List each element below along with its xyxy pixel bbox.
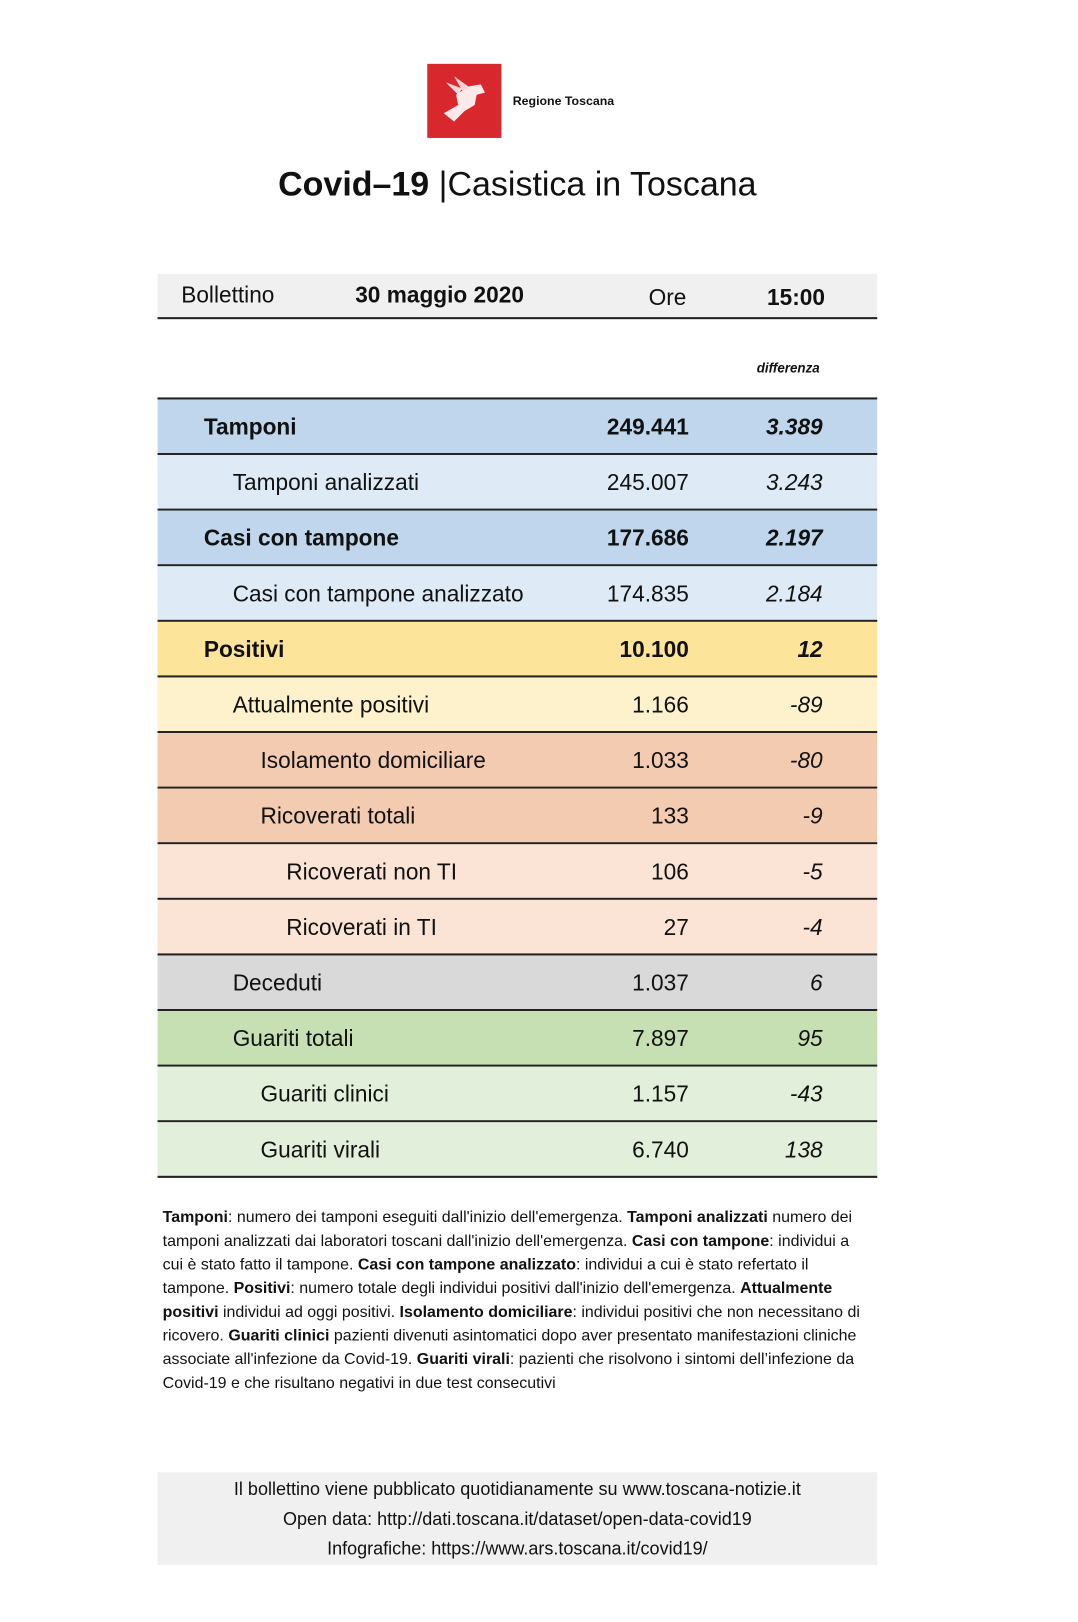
row-value: 1.033 xyxy=(632,747,689,774)
row-value: 1.166 xyxy=(632,691,689,718)
row-label: Tamponi xyxy=(203,413,297,440)
footer: Il bollettino viene pubblicato quotidian… xyxy=(157,1472,878,1565)
bulletin-bar: Bollettino 30 maggio 2020 Ore 15:00 xyxy=(157,273,878,320)
note-term: Attualmente positivi xyxy=(162,1279,833,1321)
title-separator: | xyxy=(438,164,448,203)
time-label: Ore xyxy=(648,284,687,310)
table-row: Guariti virali 6.740 138 xyxy=(157,1122,878,1178)
row-label: Deceduti xyxy=(232,969,323,996)
footer-line: Il bollettino viene pubblicato quotidian… xyxy=(233,1478,801,1500)
table-row: Casi con tampone analizzato 174.835 2.184 xyxy=(157,566,878,622)
row-label: Guariti virali xyxy=(260,1136,381,1163)
row-value: 245.007 xyxy=(606,469,689,496)
note-term: Isolamento domiciliare xyxy=(399,1303,573,1321)
row-value: 177.686 xyxy=(606,525,689,551)
row-value: 133 xyxy=(650,803,689,829)
row-value: 10.100 xyxy=(619,636,689,663)
row-diff: 2.197 xyxy=(765,525,823,551)
row-label: Isolamento domiciliare xyxy=(260,747,486,774)
note-text: : numero dei tamponi eseguiti dall'inizi… xyxy=(227,1208,628,1227)
note-term: Casi con tampone xyxy=(631,1232,770,1250)
row-value: 7.897 xyxy=(632,1025,689,1052)
row-diff: 95 xyxy=(797,1025,823,1052)
note-text: numero dei tamponi analizzati dai labora… xyxy=(162,1208,853,1250)
row-diff: 6 xyxy=(810,969,823,996)
bulletin-label: Bollettino xyxy=(181,282,275,308)
logo xyxy=(427,63,502,138)
table-row: Guariti totali 7.897 95 xyxy=(157,1011,878,1067)
row-diff: -9 xyxy=(802,803,823,829)
row-label: Ricoverati non TI xyxy=(286,858,458,885)
table-row: Ricoverati totali 133 -9 xyxy=(157,788,878,845)
row-label: Ricoverati totali xyxy=(260,803,416,829)
table-row: Deceduti 1.037 6 xyxy=(157,955,878,1012)
note-text: : pazienti che risolvono i sintomi dell’… xyxy=(162,1350,855,1393)
row-label: Guariti totali xyxy=(232,1025,354,1052)
row-value: 1.037 xyxy=(632,969,689,996)
note-text: individui ad oggi positivi. xyxy=(218,1303,400,1321)
table-row: Attualmente positivi 1.166 -89 xyxy=(157,677,878,734)
table-row: Ricoverati in TI 27 -4 xyxy=(157,899,878,956)
title-bold: Covid–19 xyxy=(278,164,430,203)
row-label: Casi con tampone analizzato xyxy=(232,580,524,607)
table-row: Guariti clinici 1.157 -43 xyxy=(157,1066,878,1123)
table-row: Tamponi 249.441 3.389 xyxy=(157,399,878,456)
row-diff: 3.243 xyxy=(765,469,823,496)
notes: Tamponi: numero dei tamponi eseguiti dal… xyxy=(163,1206,873,1395)
row-diff: -5 xyxy=(802,858,823,885)
row-diff: -80 xyxy=(789,747,823,774)
row-label: Positivi xyxy=(203,636,285,663)
table-row: Casi con tampone 177.686 2.197 xyxy=(157,510,878,567)
note-text: : numero totale degli individui positivi… xyxy=(290,1279,741,1298)
row-diff: 2.184 xyxy=(765,580,823,607)
table-row: Isolamento domiciliare 1.033 -80 xyxy=(157,733,878,789)
footer-line: Open data: http://dati.toscana.it/datase… xyxy=(282,1508,752,1529)
table: Tamponi 249.441 3.389 Tamponi analizzati 245… xyxy=(157,397,878,1178)
note-term: Tamponi xyxy=(162,1208,228,1227)
row-label: Guariti clinici xyxy=(260,1081,389,1107)
note-term: Tamponi analizzati xyxy=(627,1208,768,1227)
row-diff: 3.389 xyxy=(765,413,823,440)
note-text: pazienti divenuti asintomatici dopo aver… xyxy=(162,1327,857,1369)
row-label: Attualmente positivi xyxy=(232,691,430,718)
row-diff: -4 xyxy=(802,914,823,941)
note-text: : individui a cui è stato refertato il t… xyxy=(162,1256,809,1298)
row-diff: -43 xyxy=(789,1081,823,1107)
diff-header: differenza xyxy=(756,360,820,376)
note-term: Guariti clinici xyxy=(228,1327,330,1345)
row-value: 27 xyxy=(663,914,689,941)
row-value: 174.835 xyxy=(606,580,689,607)
note-term: Casi con tampone analizzato xyxy=(357,1256,577,1274)
row-label: Tamponi analizzati xyxy=(232,469,420,496)
row-diff: 138 xyxy=(784,1136,823,1163)
logo-text: Regione Toscana xyxy=(512,93,615,109)
footer-line: Infografiche: https://www.ars.toscana.it… xyxy=(327,1538,708,1559)
row-diff: -89 xyxy=(789,691,823,718)
row-value: 1.157 xyxy=(632,1081,689,1107)
table-row: Tamponi analizzati 245.007 3.243 xyxy=(157,455,878,511)
bulletin-date: 30 maggio 2020 xyxy=(355,282,524,308)
note-term: Positivi xyxy=(233,1279,291,1298)
table-row: Ricoverati non TI 106 -5 xyxy=(157,844,878,900)
row-value: 106 xyxy=(650,858,689,885)
row-value: 249.441 xyxy=(606,413,689,440)
table-row: Positivi 10.100 12 xyxy=(157,621,878,678)
note-term: Guariti virali xyxy=(416,1350,510,1369)
row-diff: 12 xyxy=(797,636,823,663)
logo-icon xyxy=(443,76,485,122)
note-text: : individui a cui è stato fatto il tampo… xyxy=(162,1232,850,1274)
note-text: : individui positivi che non necessitano… xyxy=(162,1303,860,1345)
row-label: Ricoverati in TI xyxy=(286,914,437,941)
row-value: 6.740 xyxy=(632,1136,689,1163)
title-text: Casistica in Toscana xyxy=(447,164,757,203)
title: Covid–19 |Casistica in Toscana xyxy=(0,165,1035,204)
time: 15:00 xyxy=(767,284,825,310)
row-label: Casi con tampone xyxy=(203,525,399,551)
